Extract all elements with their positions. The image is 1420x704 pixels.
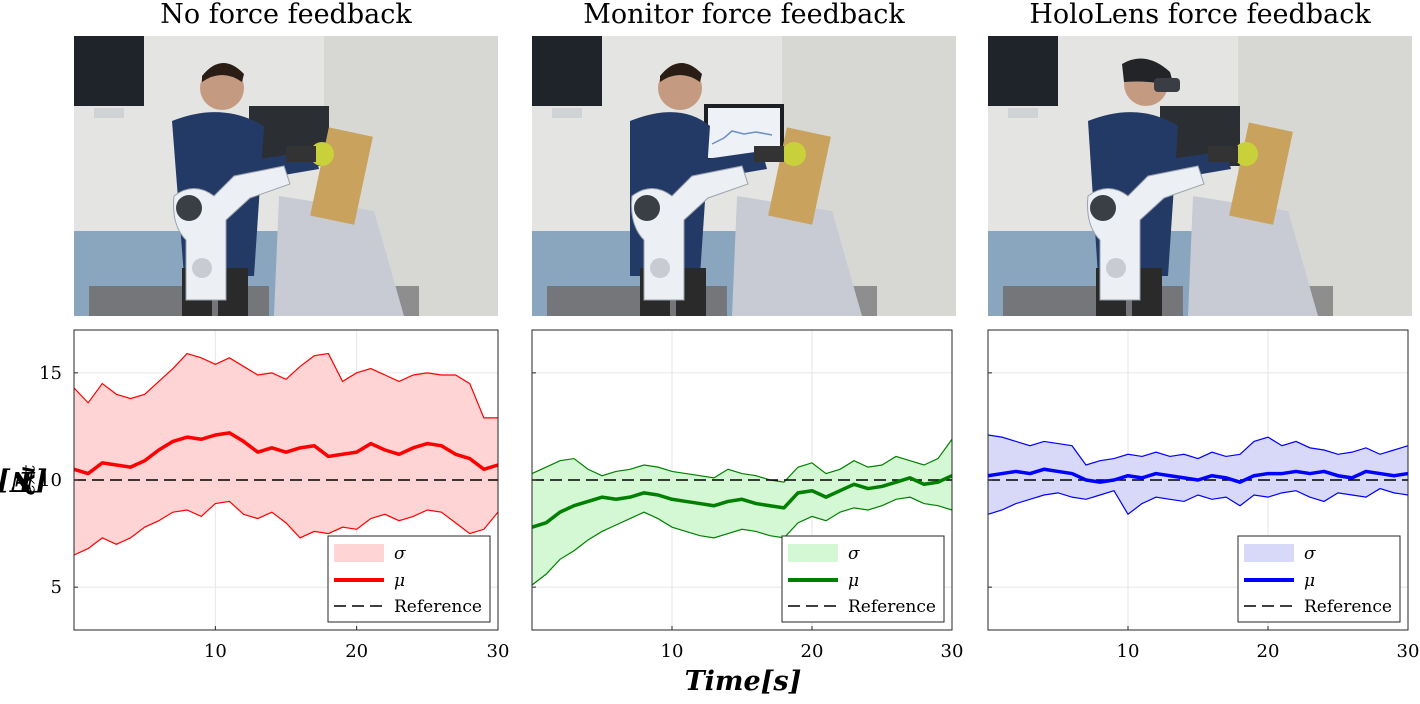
legend-mu-label: μ xyxy=(1304,571,1315,591)
sigma-band xyxy=(74,353,498,555)
y-tick-label: 10 xyxy=(39,470,62,491)
panel-title-hololens: HoloLens force feedback xyxy=(1029,0,1371,30)
sigma-upper-line xyxy=(531,438,953,483)
legend-reference-label: Reference xyxy=(394,597,482,617)
mu-line xyxy=(531,474,953,529)
chart-hololens: 10 20 30 σμ Reference xyxy=(987,329,1419,662)
sigma-band xyxy=(532,439,952,585)
scene-hololens xyxy=(988,36,1412,316)
x-tick-label: 30 xyxy=(487,641,510,662)
photo-hololens xyxy=(988,36,1412,316)
chart-monitor: 10 20 30 σμ Reference xyxy=(531,329,963,662)
chart-no-force: 10 20 30 5 10 15 σμ Reference xyxy=(39,329,509,662)
x-tick-label: 20 xyxy=(1257,641,1280,662)
legend-sigma-swatch xyxy=(1244,544,1294,562)
x-tick-label: 10 xyxy=(1117,641,1140,662)
scene-monitor xyxy=(532,36,956,316)
x-tick-label: 20 xyxy=(345,641,368,662)
plot-no-force: 10 20 30 5 10 15 σ μ Reference xyxy=(39,329,509,662)
sigma-lower-line xyxy=(531,496,953,586)
scene-no-force xyxy=(74,36,498,316)
legend-sigma-label: σ xyxy=(394,544,406,564)
sigma-upper-line xyxy=(73,352,498,419)
legend-reference-label: Reference xyxy=(848,597,936,617)
mu-line xyxy=(73,431,499,476)
sigma-band xyxy=(988,435,1408,515)
mu-line xyxy=(987,467,1409,484)
x-tick-label: 20 xyxy=(801,641,824,662)
photo-no-force xyxy=(74,36,498,316)
x-tick-label: 10 xyxy=(204,641,227,662)
legend-sigma-swatch xyxy=(334,544,384,562)
legend-mu-label: μ xyxy=(394,571,405,591)
legend-mu-label: μ xyxy=(848,571,859,591)
panel-title-monitor: Monitor force feedback xyxy=(583,0,905,30)
y-tick-label: 15 xyxy=(39,363,62,384)
y-tick-label: 5 xyxy=(51,577,62,598)
panel-title-no-force: No force feedback xyxy=(160,0,412,30)
sigma-upper-line xyxy=(987,434,1409,466)
sigma-lower-line xyxy=(987,487,1409,516)
plot-hololens: 10 20 30 σ μ Reference xyxy=(987,329,1419,662)
legend-reference-label: Reference xyxy=(1304,597,1392,617)
photo-monitor xyxy=(532,36,956,316)
legend-sigma-label: σ xyxy=(848,544,860,564)
x-tick-label: 30 xyxy=(941,641,964,662)
sigma-lower-line xyxy=(73,500,499,556)
x-tick-label: 30 xyxy=(1397,641,1420,662)
plot-monitor: 10 20 30 σ μ Reference xyxy=(531,329,963,662)
x-tick-label: 10 xyxy=(661,641,684,662)
legend-sigma-swatch xyxy=(788,544,838,562)
x-axis-label: Time[s] xyxy=(684,666,802,697)
legend-sigma-label: σ xyxy=(1304,544,1316,564)
